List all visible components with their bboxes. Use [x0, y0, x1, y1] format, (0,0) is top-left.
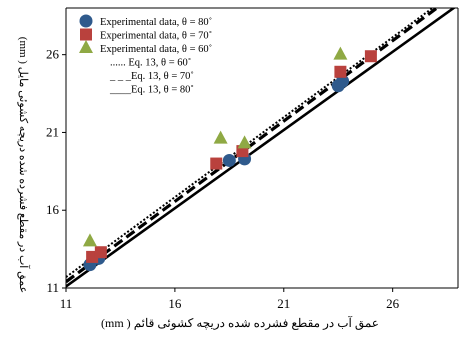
x-tick-label: 21: [277, 296, 290, 311]
marker-circle: [222, 153, 236, 167]
marker-square: [334, 65, 347, 78]
x-tick-label: 16: [168, 296, 182, 311]
legend-label: Experimental data, θ = 60˚: [100, 44, 212, 55]
y-tick-label: 26: [46, 47, 60, 62]
y-tick-label: 16: [46, 202, 60, 217]
legend-symbol-circle: [79, 14, 93, 28]
legend-label: _ _ _Eq. 13, θ = 70˚: [109, 71, 194, 82]
x-axis-label: (mm ) عمق آب در مقطع فشرده شده دریچه کشو…: [101, 315, 379, 330]
x-tick-label: 26: [386, 296, 400, 311]
legend: Experimental data, θ = 80˚ Experimental d…: [79, 14, 212, 96]
marker-square: [364, 50, 377, 63]
marker-triangle: [333, 46, 348, 60]
fit-line-dotted: [66, 8, 435, 278]
fit-line-dashed: [66, 8, 440, 284]
marker-circle: [336, 74, 350, 88]
x-tick-label: 11: [60, 296, 73, 311]
y-tick-label: 21: [46, 124, 59, 139]
data-markers: [82, 46, 377, 272]
legend-symbol-triangle: [79, 40, 93, 53]
marker-triangle: [237, 135, 252, 149]
marker-square: [94, 246, 107, 259]
legend-label: ...... Eq. 13, θ = 60˚: [110, 58, 191, 69]
y-tick-label: 11: [46, 280, 59, 295]
marker-triangle: [213, 130, 228, 144]
fit-lines: [66, 8, 456, 288]
y-axis-label: (mm ) عمق آب در مقطع فشرده شده دریچه کشو…: [17, 37, 30, 293]
fit-line-solid: [66, 8, 456, 288]
axes: 11 16 21 26 11 16 21 26: [46, 7, 459, 311]
legend-label: Experimental data, θ = 80˚: [100, 17, 212, 28]
marker-square: [210, 157, 223, 170]
marker-triangle: [82, 233, 97, 247]
legend-label: Experimental data, θ = 70˚: [100, 31, 212, 42]
plot-area: [66, 8, 456, 288]
legend-symbol-square: [80, 28, 92, 41]
legend-label: ____Eq. 13, θ = 80˚: [109, 85, 194, 96]
